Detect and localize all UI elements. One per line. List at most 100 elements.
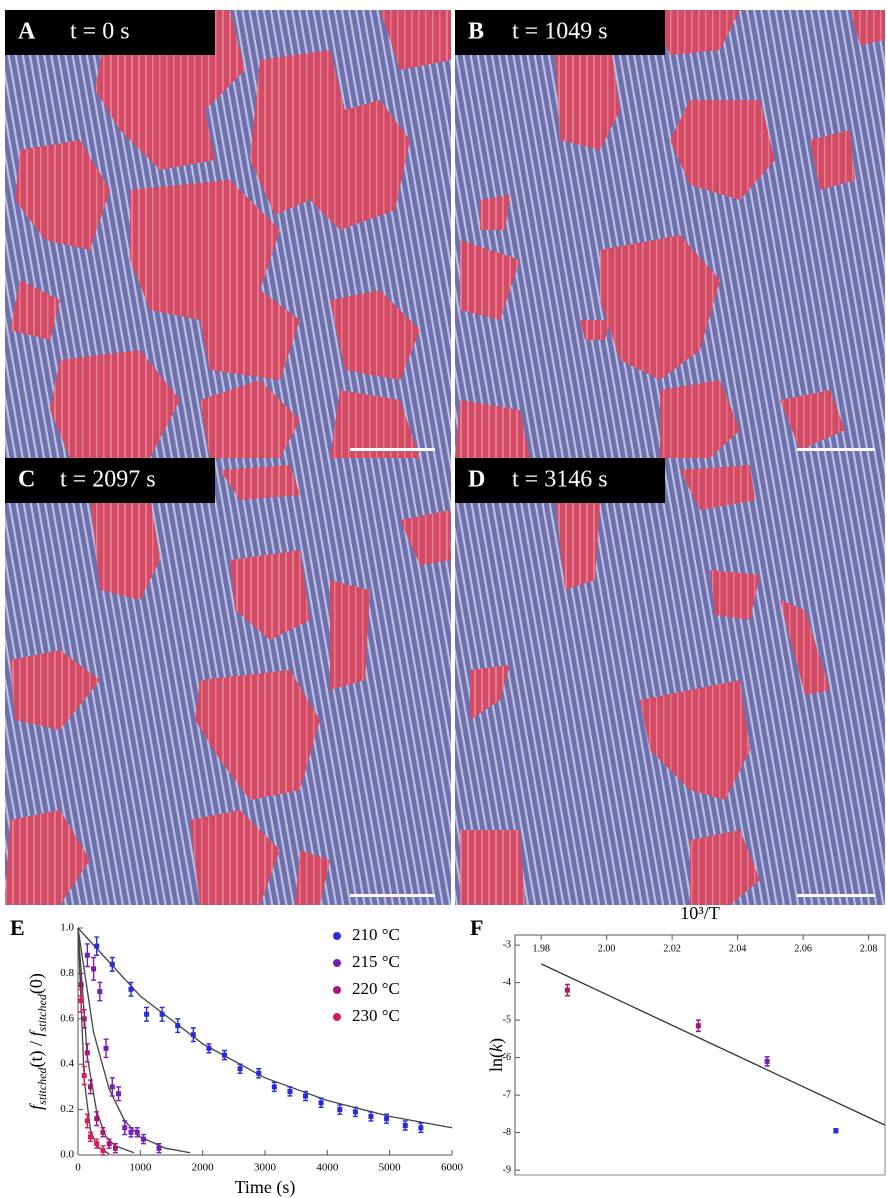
data-point [190,1032,196,1038]
x-tick-label: 2.04 [729,943,747,954]
y-label-part: stitched [35,993,49,1031]
y-tick-label: -8 [503,1127,511,1138]
y-tick-label: -3 [503,939,511,950]
data-point [94,1116,100,1122]
y-tick-label: 0.8 [60,967,74,979]
data-point [384,1116,390,1122]
data-point [128,1129,134,1135]
y-tick-label: 1.0 [60,922,74,934]
y-label-part: f [26,1102,46,1110]
data-point [159,1011,165,1017]
data-point [128,986,134,992]
data-point [81,1073,87,1079]
data-point [87,1084,93,1090]
data-point [106,1141,112,1147]
panel-letter: B [468,19,484,45]
micrograph-c: C t = 2097 s [5,458,451,905]
x-tick-label: 1000 [129,1162,152,1174]
data-point [84,952,90,958]
panel-time: t = 3146 s [512,467,608,493]
panel-time: t = 1049 s [512,19,608,45]
y-label-part: ln( [486,1052,507,1072]
data-point [122,1125,128,1131]
micrograph-d: D t = 3146 s [455,458,885,905]
legend-label: 210 °C [352,925,400,944]
y-tick-label: -5 [503,1014,511,1025]
data-point [116,1091,122,1097]
data-point [81,1016,87,1022]
data-point [112,1145,118,1151]
y-label-part: f [26,1029,46,1037]
data-point [97,989,103,995]
data-point [175,1023,181,1029]
data-point [402,1122,408,1128]
panel-label: E [10,915,25,940]
data-point [368,1113,374,1119]
data-point [221,1052,227,1058]
data-point [764,1058,770,1064]
fit-line [540,963,886,1126]
legend-marker [333,932,341,940]
data-point [109,961,115,967]
data-point [84,1118,90,1124]
panel-letter: D [468,467,485,493]
data-point [78,998,84,1004]
data-point [140,1136,146,1142]
data-point [144,1011,150,1017]
panel-time: t = 2097 s [60,467,156,493]
panel-label: F [470,915,483,940]
x-axis-label: Time (s) [235,1177,296,1198]
data-point [134,1129,140,1135]
y-label-part: (0) [26,973,47,994]
data-point [91,966,97,972]
y-label-part: ) [486,1038,507,1044]
panel-time: t = 0 s [70,19,130,45]
x-tick-label: 0 [75,1162,81,1174]
x-tick-label: 1.98 [532,943,550,954]
data-point [84,1050,90,1056]
data-point [287,1088,293,1094]
data-point [94,943,100,949]
data-point [94,1141,100,1147]
data-point [100,1129,106,1135]
x-axis-label: 10³/T [680,903,719,923]
data-point [237,1066,243,1072]
legend-marker [333,959,341,967]
legend-label: 215 °C [352,952,400,971]
y-tick-label: 0.4 [60,1058,74,1070]
y-tick-label: -7 [503,1089,511,1100]
x-tick-label: 4000 [316,1162,339,1174]
data-point [256,1070,262,1076]
micrograph-b: B t = 1049 s [455,10,885,458]
legend-label: 220 °C [352,979,400,998]
y-label-part: k [486,1043,506,1052]
data-point [103,1045,109,1051]
data-point [87,1134,93,1140]
x-tick-label: 3000 [254,1162,277,1174]
y-tick-label: -9 [503,1164,511,1175]
data-point [303,1093,309,1099]
data-point [564,987,570,993]
y-label-part: stitched [35,1067,49,1105]
fit-curve [77,927,135,1154]
data-point [352,1109,358,1115]
x-tick-label: 2.08 [860,943,878,954]
y-tick-label: 0.0 [60,1149,74,1161]
x-tick-label: 2.00 [598,943,616,954]
micrograph-a: A t = 0 s [5,10,451,458]
data-point [156,1145,162,1151]
y-tick-label: 0.6 [60,1012,74,1024]
y-axis-label: fstitched(t) / fstitched(0) [26,973,49,1110]
data-point [271,1084,277,1090]
y-axis-label: ln(k) [486,1038,507,1072]
panel-letter: C [18,467,35,493]
data-point [78,982,84,988]
x-tick-label: 2.02 [663,943,681,954]
y-tick-label: -6 [503,1052,511,1063]
data-point [109,1084,115,1090]
x-tick-label: 2000 [192,1162,215,1174]
legend-label: 230 °C [352,1006,400,1025]
plot-frame [514,934,886,1176]
